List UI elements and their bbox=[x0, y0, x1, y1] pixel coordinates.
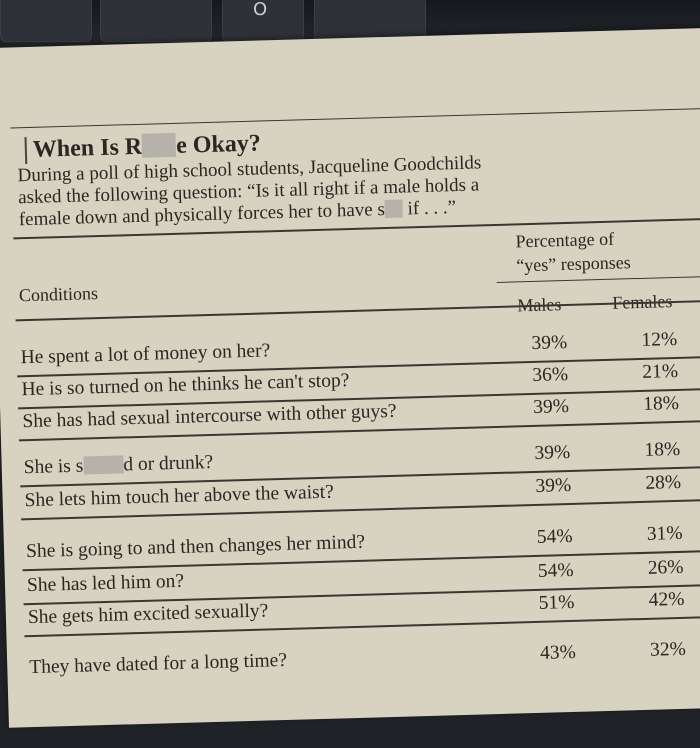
header-group: “yes” responses bbox=[515, 252, 631, 276]
males-cell: 39% bbox=[532, 395, 570, 418]
table-row: They have dated for a long time? 43% 32% bbox=[25, 637, 700, 678]
condition-cell: She lets him touch her above the waist? bbox=[24, 481, 335, 512]
females-cell: 18% bbox=[642, 392, 680, 415]
males-cell: 39% bbox=[535, 474, 572, 497]
males-cell: 51% bbox=[538, 591, 575, 614]
header-conditions: Conditions bbox=[18, 283, 99, 306]
females-cell: 42% bbox=[648, 588, 685, 611]
males-cell: 54% bbox=[536, 525, 573, 548]
keyboard-key bbox=[0, 0, 92, 42]
females-cell: 18% bbox=[644, 438, 681, 461]
divider bbox=[10, 107, 700, 129]
header-group: Percentage of bbox=[515, 228, 615, 252]
condition-cell: She is going to and then changes her min… bbox=[25, 531, 366, 563]
keyboard-key: O bbox=[222, 0, 304, 42]
females-cell: 12% bbox=[641, 328, 678, 351]
censor-block bbox=[141, 132, 177, 158]
keyboard-key bbox=[100, 0, 212, 42]
divider bbox=[15, 299, 700, 322]
females-cell: 31% bbox=[646, 522, 683, 545]
censor-block bbox=[83, 455, 124, 475]
males-cell: 36% bbox=[532, 363, 569, 386]
table-row: She is going to and then changes her min… bbox=[22, 521, 700, 562]
condition-cell: He spent a lot of money on her? bbox=[20, 340, 271, 369]
males-cell: 39% bbox=[534, 441, 571, 464]
condition-cell: She gets him excited sexually? bbox=[27, 600, 269, 629]
condition-cell: They have dated for a long time? bbox=[29, 649, 288, 679]
table-row: He spent a lot of money on her? 39% 12% bbox=[16, 327, 700, 368]
females-cell: 28% bbox=[645, 471, 682, 494]
females-cell: 21% bbox=[642, 360, 679, 383]
condition-cell: She has led him on? bbox=[26, 570, 185, 597]
males-cell: 39% bbox=[531, 332, 568, 354]
males-cell: 54% bbox=[537, 559, 574, 582]
divider bbox=[496, 274, 700, 283]
females-cell: 32% bbox=[649, 638, 687, 661]
censor-block bbox=[384, 199, 404, 219]
key-label: O bbox=[253, 0, 268, 20]
females-cell: 26% bbox=[647, 556, 684, 579]
males-cell: 43% bbox=[539, 641, 577, 664]
